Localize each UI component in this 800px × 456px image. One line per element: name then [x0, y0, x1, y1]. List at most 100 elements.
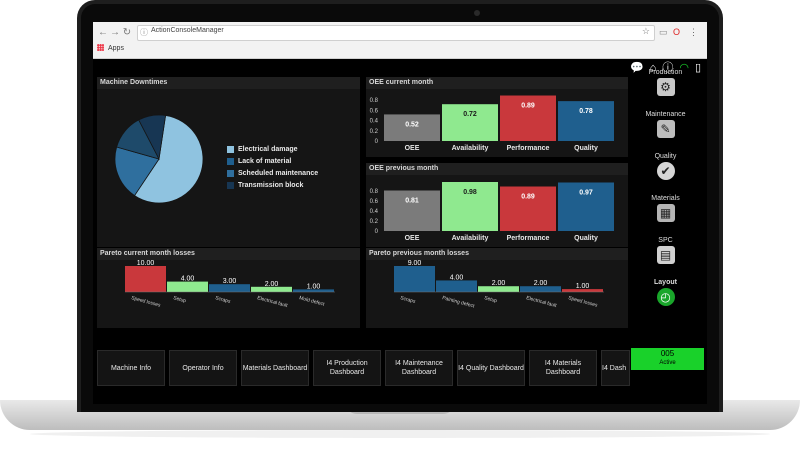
y-tick-label: 0.8: [370, 189, 379, 195]
wrench-icon: ✎: [656, 120, 675, 138]
data-label: 9.00: [408, 260, 422, 267]
x-tick-label: Quality: [574, 235, 598, 242]
panel-body: 10.00 Speed losses 4.00 Setup 3.00 Scraps 2.00…: [97, 260, 360, 328]
legend-label: Transmission block: [238, 181, 304, 189]
bar: [394, 266, 435, 292]
data-label: 0.89: [521, 194, 535, 201]
bar: [558, 101, 614, 141]
sidebar-item-production[interactable]: Production ⚙: [628, 69, 703, 96]
sidebar-item-maintenance[interactable]: Maintenance ✎: [628, 111, 703, 138]
back-icon[interactable]: ←: [98, 27, 108, 38]
pie-slice: [114, 146, 160, 197]
sidebar-item-label: Quality: [654, 153, 677, 160]
x-tick-label: OEE: [405, 235, 420, 242]
star-icon[interactable]: ☆: [641, 26, 650, 36]
pareto-current-panel: Pareto current month losses 10.00 Speed l…: [97, 248, 360, 328]
panel-title: Pareto previous month losses: [369, 250, 469, 257]
panel-body: 0 0.2 0.4 0.6 0.8 0.81 OEE 0.98 Availability 0.89…: [366, 175, 628, 247]
status-badge[interactable]: 005 Active: [631, 348, 704, 370]
x-tick-label: Electrical fault: [525, 295, 557, 309]
data-label: 0.98: [463, 189, 477, 196]
sidebar-item-layout[interactable]: Layout ◴: [628, 279, 703, 306]
operator-info-button[interactable]: Operator Info: [169, 350, 237, 386]
top-icons: 💬 ⌂ ⓘ ◠ ▯: [630, 61, 701, 75]
legend-item: Electrical damage: [227, 143, 318, 155]
x-tick-label: Mold defect: [298, 295, 325, 308]
wifi-icon[interactable]: ◠: [679, 62, 689, 74]
panel-title: OEE current month: [369, 79, 434, 86]
data-label: 2.00: [492, 280, 506, 287]
sidebar-item-label: SPC: [658, 237, 673, 244]
y-tick-label: 0: [375, 139, 379, 145]
pareto-previous-panel: Pareto previous month losses 9.00 Scraps 4…: [366, 248, 628, 328]
data-label: 0.72: [463, 111, 477, 118]
sidebar-item-spc[interactable]: SPC ▤: [628, 237, 703, 264]
apps-icon[interactable]: [97, 44, 104, 51]
panel-body: 9.00 Scraps 4.00 Painting defect 2.00 Setup 2.…: [366, 260, 628, 328]
legend-item: Lack of material: [227, 155, 318, 167]
downtimes-panel: Machine Downtimes Electrical damage Lack…: [97, 77, 360, 247]
sidebar-item-materials[interactable]: Materials ▦: [628, 195, 703, 222]
y-tick-label: 0.4: [370, 119, 379, 125]
i4-dash-button[interactable]: I4 Dash: [601, 350, 630, 386]
maintenance-dashboard-button[interactable]: I4 Maintenance Dashboard: [385, 350, 453, 386]
x-tick-label: Availability: [452, 235, 489, 242]
bar: [500, 186, 556, 231]
materials-dashboard-button[interactable]: Materials Dashboard: [241, 350, 309, 386]
bar: [500, 95, 556, 141]
opera-icon[interactable]: O: [673, 27, 681, 37]
forward-icon[interactable]: →: [110, 27, 120, 38]
oee-current-panel: OEE current month 0 0.2 0.4 0.6 0.8 0.52 OEE 0.…: [366, 77, 628, 157]
sidebar-item-quality[interactable]: Quality ✔: [628, 153, 703, 180]
data-label: 0.89: [521, 103, 535, 110]
pareto-previous-chart: 9.00 Scraps 4.00 Painting defect 2.00 Setup 2.…: [394, 260, 604, 310]
laptop-shadow: [30, 430, 770, 438]
bar: [520, 286, 561, 292]
bar: [209, 284, 250, 292]
y-tick-label: 0.2: [370, 129, 379, 135]
y-tick-label: 0.6: [370, 199, 379, 205]
legend-label: Electrical damage: [238, 145, 298, 153]
extension-icon[interactable]: ▭: [659, 27, 668, 37]
i4-materials-dashboard-button[interactable]: I4 Materials Dashboard: [529, 350, 597, 386]
screen: ← → ↻ ⓘ ActionConsoleManager ☆ ▭ O ⋮ App…: [93, 22, 707, 404]
quality-dashboard-button[interactable]: I4 Quality Dashboard: [457, 350, 525, 386]
oee-previous-panel: OEE previous month 0 0.2 0.4 0.6 0.8 0.81 OEE 0…: [366, 163, 628, 247]
data-label: 1.00: [576, 283, 590, 290]
data-label: 2.00: [265, 281, 279, 288]
machine-info-button[interactable]: Machine Info: [97, 350, 165, 386]
address-bar[interactable]: ⓘ ActionConsoleManager ☆: [137, 25, 655, 41]
production-dashboard-button[interactable]: I4 Production Dashboard: [313, 350, 381, 386]
panel-title: Pareto current month losses: [100, 250, 195, 257]
reload-icon[interactable]: ↻: [122, 27, 132, 38]
bar: [251, 286, 292, 292]
x-tick-label: Setup: [172, 295, 186, 304]
x-tick-label: Quality: [574, 145, 598, 152]
legend-item: Scheduled maintenance: [227, 167, 318, 179]
legend-swatch: [227, 157, 234, 165]
data-label: 1.00: [307, 283, 321, 290]
bar: [125, 266, 166, 292]
bookmarks-bar: Apps: [97, 44, 124, 52]
x-tick-label: OEE: [405, 145, 420, 152]
home-icon[interactable]: ⌂: [649, 62, 657, 74]
data-label: 4.00: [181, 276, 195, 283]
exit-icon[interactable]: ▯: [694, 62, 701, 74]
legend-swatch: [227, 145, 234, 153]
menu-icon[interactable]: ⋮: [689, 27, 698, 37]
info-icon[interactable]: ⓘ: [662, 62, 674, 74]
status-code: 005: [660, 349, 675, 358]
apps-label[interactable]: Apps: [108, 45, 124, 52]
chat-icon[interactable]: 💬: [629, 62, 644, 74]
spc-chart-icon: ▤: [656, 246, 675, 264]
bar: [167, 281, 208, 292]
x-tick-label: Performance: [507, 235, 550, 242]
x-tick-label: Speed losses: [130, 295, 161, 309]
legend-swatch: [227, 169, 234, 177]
gear-icon: ⚙: [656, 78, 675, 96]
dashboard-buttons: Machine Info Operator Info Materials Das…: [97, 350, 630, 386]
bar: [562, 289, 603, 292]
data-label: 0.78: [579, 108, 593, 115]
x-tick-label: Electrical fault: [256, 295, 288, 309]
x-tick-label: Scraps: [399, 295, 416, 305]
